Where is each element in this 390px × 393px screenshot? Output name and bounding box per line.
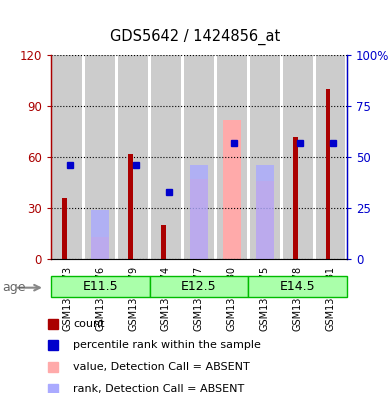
Text: value, Detection Call = ABSENT: value, Detection Call = ABSENT: [73, 362, 250, 372]
Bar: [161, 225, 166, 259]
Bar: [52, 55, 82, 259]
Text: E11.5: E11.5: [82, 280, 118, 293]
Text: E12.5: E12.5: [181, 280, 217, 293]
Bar: [248, 276, 347, 297]
Bar: [128, 154, 133, 259]
Bar: [256, 165, 274, 259]
Bar: [62, 198, 67, 259]
Bar: [91, 237, 109, 259]
Bar: [250, 55, 280, 259]
Text: age: age: [2, 281, 25, 294]
Bar: [118, 55, 148, 259]
Bar: [51, 276, 149, 297]
Bar: [326, 89, 330, 259]
Bar: [217, 55, 246, 259]
Bar: [85, 55, 115, 259]
Bar: [256, 181, 274, 259]
Bar: [292, 137, 298, 259]
Text: E14.5: E14.5: [280, 280, 316, 293]
Bar: [190, 165, 208, 259]
Bar: [223, 120, 241, 259]
Text: GDS5642 / 1424856_at: GDS5642 / 1424856_at: [110, 29, 280, 45]
Text: rank, Detection Call = ABSENT: rank, Detection Call = ABSENT: [73, 384, 245, 393]
Bar: [91, 210, 109, 259]
Bar: [316, 55, 346, 259]
Bar: [151, 55, 181, 259]
Bar: [184, 55, 214, 259]
Bar: [149, 276, 248, 297]
Text: percentile rank within the sample: percentile rank within the sample: [73, 340, 261, 351]
Text: count: count: [73, 319, 105, 329]
Bar: [283, 55, 312, 259]
Bar: [190, 179, 208, 259]
